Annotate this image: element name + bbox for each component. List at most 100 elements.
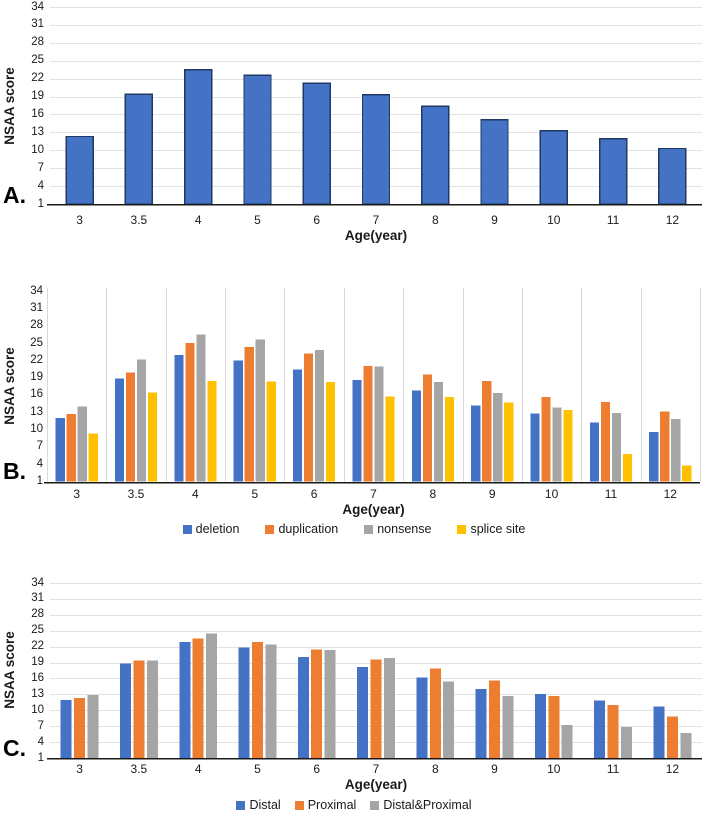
x-tick-label: 12: [665, 762, 680, 776]
legend-swatch-icon: [236, 800, 246, 810]
x-tick-label: 9: [491, 213, 498, 227]
x-tick-label: 7: [372, 762, 380, 776]
legend-label: splice site: [470, 522, 526, 536]
bar-splice-site: [385, 396, 395, 482]
chart-panel-b: NSAA score 1 4 7 10 13 16 19 22 25 28 31 34 3 3.5 4 5 6…: [0, 282, 708, 544]
y-tick-label: 31: [30, 301, 43, 314]
bar-duplication: [125, 372, 136, 482]
y-tick-label: 1: [36, 475, 43, 487]
x-tick-label: 9: [488, 487, 496, 501]
bar-duplication: [304, 353, 314, 482]
bar-proximal: [666, 716, 678, 758]
y-tick-label: 19: [31, 90, 44, 102]
bar-nsaa-score: [65, 135, 94, 205]
bar-duplication: [66, 414, 76, 482]
x-tick-label: 3.5: [130, 762, 148, 776]
legend: deletion duplication nonsense splice site: [0, 522, 708, 536]
bar-deletion: [352, 379, 362, 482]
bar-splice-site: [563, 409, 573, 482]
y-tick-label: 22: [31, 72, 44, 85]
y-tick-label: 28: [31, 36, 44, 49]
bar-nsaa-score: [480, 119, 509, 205]
bar-distal: [120, 663, 131, 758]
x-tick-label: 4: [194, 213, 202, 227]
bar-deletion: [55, 418, 65, 482]
bar-deletion: [174, 355, 184, 482]
x-tick-label: 6: [313, 762, 321, 776]
bar-deletion: [649, 431, 659, 482]
bar-splice-site: [504, 402, 514, 482]
y-tick-label: 7: [37, 719, 44, 732]
bar-distal: [653, 706, 665, 758]
legend-label: duplication: [278, 522, 339, 536]
x-tick-label: 11: [604, 487, 618, 501]
legend-item: deletion: [182, 522, 240, 536]
bar-distal-proximal: [206, 633, 218, 758]
y-tick-label: 13: [31, 125, 44, 138]
y-tick-label: 22: [30, 353, 43, 366]
bar-distal-proximal: [265, 644, 277, 758]
chart-c-plot-area: [47, 583, 702, 760]
bar-deletion: [411, 390, 421, 482]
bar-splice-site: [88, 433, 98, 482]
x-tick-label: 6: [310, 487, 318, 501]
chart-panel-c: NSAA score 1 4 7 10 13 16 19 22 25 28 31 34 3 3.5 4 5 6…: [0, 565, 708, 825]
y-tick-label: 16: [31, 672, 44, 684]
x-tick-label: 5: [254, 213, 261, 227]
y-tick-label: 25: [30, 336, 43, 349]
legend-item: Proximal: [294, 798, 357, 812]
y-tick-label: 34: [31, 576, 44, 589]
y-tick-label: 19: [31, 656, 44, 668]
bar-nonsense: [77, 406, 87, 482]
legend-label: Distal: [249, 798, 281, 812]
y-tick-label: 1: [37, 751, 44, 764]
bar-nsaa-score: [124, 93, 154, 205]
bar-distal-proximal: [146, 660, 158, 758]
bar-proximal: [192, 638, 204, 758]
y-tick-label: 1: [37, 197, 44, 210]
bar-nsaa-score: [539, 129, 568, 205]
y-tick-label: 25: [31, 54, 44, 67]
x-tick-label: 5: [254, 762, 261, 776]
y-tick-label: 10: [31, 143, 44, 156]
x-tick-label: 3: [76, 762, 83, 776]
y-tick-label: 34: [30, 284, 43, 297]
bar-duplication: [363, 366, 373, 482]
x-tick-label: 3: [76, 213, 83, 227]
legend-item: nonsense: [364, 522, 431, 536]
legend-swatch-icon: [370, 800, 380, 810]
y-tick-label: 28: [30, 319, 43, 332]
bar-distal: [60, 700, 72, 758]
x-tick-label: 11: [606, 762, 620, 776]
x-tick-label: 10: [544, 487, 559, 501]
x-tick-label: 4: [194, 762, 202, 776]
bar-nsaa-score: [421, 105, 450, 205]
bar-splice-site: [147, 392, 158, 482]
bar-splice-site: [326, 382, 336, 482]
bar-duplication: [185, 343, 195, 482]
x-tick-label: 7: [372, 213, 380, 227]
y-tick-label: 4: [37, 179, 44, 192]
bar-splice-site: [207, 381, 217, 482]
legend-label: Proximal: [307, 798, 357, 812]
y-tick-label: 31: [31, 18, 44, 31]
bar-nonsense: [671, 419, 681, 482]
bar-deletion: [471, 405, 481, 482]
x-tick-label: 8: [431, 762, 439, 776]
legend: Distal Proximal Distal&Proximal: [0, 798, 708, 812]
bar-nonsense: [552, 407, 562, 482]
legend-item: Distal&Proximal: [370, 798, 472, 812]
bar-distal-proximal: [324, 649, 336, 758]
bar-duplication: [244, 347, 254, 482]
bar-proximal: [311, 649, 323, 758]
bar-proximal: [548, 696, 560, 758]
legend-label: deletion: [195, 522, 240, 536]
bar-nonsense: [255, 339, 265, 482]
bar-duplication: [600, 401, 611, 482]
legend-label: Distal&Proximal: [383, 798, 472, 812]
bar-distal-proximal: [87, 694, 99, 758]
x-tick-label: 3: [73, 487, 81, 501]
y-tick-label: 34: [31, 0, 44, 13]
y-tick-label: 22: [31, 640, 44, 653]
